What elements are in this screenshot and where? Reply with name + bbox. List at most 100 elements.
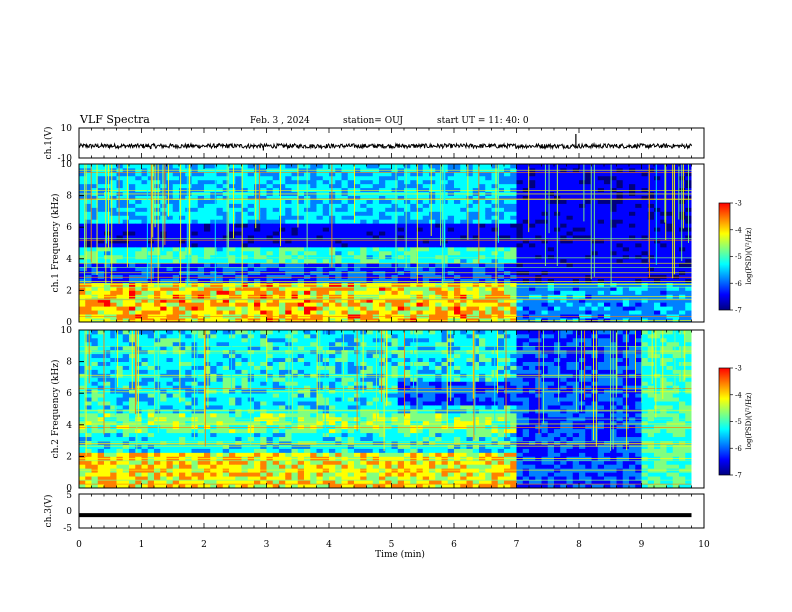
spectrogram-cell xyxy=(310,171,317,177)
spectrogram-cell xyxy=(566,302,574,307)
spectrogram-cell xyxy=(472,199,480,204)
spectrogram-cell xyxy=(241,235,249,240)
spectrogram-cell xyxy=(197,476,205,481)
spectrogram-cell xyxy=(454,203,461,208)
spectrogram-cell xyxy=(310,195,317,200)
spectrogram-cell xyxy=(316,286,324,291)
spectrogram-cell xyxy=(579,274,586,279)
spectrogram-cell xyxy=(210,432,217,438)
spectrogram-cell xyxy=(647,211,655,216)
spectrogram-cell xyxy=(129,460,136,465)
spectrogram-cell xyxy=(141,290,149,295)
spectrogram-cell xyxy=(429,175,436,181)
spectrogram-cell xyxy=(560,290,567,295)
spectrogram-cell xyxy=(472,246,480,252)
spectrogram-cell xyxy=(516,183,524,189)
spectrogram-cell xyxy=(541,179,549,185)
spectrogram-cell xyxy=(629,227,636,232)
spectrogram-cell xyxy=(222,397,230,402)
spectrogram-cell xyxy=(529,211,536,216)
spectrogram-cell xyxy=(279,219,286,224)
spectrogram-cell xyxy=(310,250,317,256)
spectrogram-cell xyxy=(254,207,261,212)
spectrogram-cell xyxy=(347,175,355,181)
spectrogram-cell xyxy=(522,187,530,193)
spectrogram-cell xyxy=(485,254,492,260)
spectrogram-cell xyxy=(622,235,630,240)
spectrogram-cell xyxy=(110,207,117,212)
spectrogram-cell xyxy=(547,223,555,228)
spectrogram-cell xyxy=(291,227,299,232)
spectrogram-cell xyxy=(497,179,505,185)
spectrogram-cell xyxy=(179,341,186,347)
spectrogram-cell xyxy=(79,231,86,236)
spectrogram-cell xyxy=(472,310,480,315)
spectrogram-cell xyxy=(104,333,111,339)
spectrogram-cell xyxy=(522,175,530,181)
spectrogram-cell xyxy=(491,195,499,200)
spectrogram-cell xyxy=(429,187,436,193)
spectrogram-cell xyxy=(154,464,161,469)
spectrogram-cell xyxy=(216,254,224,260)
spectrogram-cell xyxy=(535,262,542,268)
spectrogram-cell xyxy=(322,266,330,272)
spectrogram-cell xyxy=(266,235,274,240)
spectrogram-cell xyxy=(535,298,542,303)
spectrogram-cell xyxy=(160,385,167,390)
spectrogram-cell xyxy=(554,298,561,303)
spectrogram-cell xyxy=(154,452,161,457)
spectrogram-cell xyxy=(560,235,567,240)
spectrogram-cell xyxy=(597,235,605,240)
spectrogram-cell xyxy=(410,302,417,307)
spectrogram-cell xyxy=(685,258,692,264)
spectrogram-cell xyxy=(585,203,592,208)
spectrogram-cell xyxy=(241,199,249,204)
spectrogram-cell xyxy=(241,179,249,185)
spectrogram-cell xyxy=(179,330,186,335)
spectrogram-cell xyxy=(510,227,517,232)
spectrogram-cell xyxy=(541,231,549,236)
spectrogram-cell xyxy=(260,310,267,315)
spectrogram-cell xyxy=(97,476,105,481)
spectrogram-cell xyxy=(435,175,442,181)
spectrogram-cell xyxy=(316,195,324,200)
spectrogram-cell xyxy=(135,187,142,193)
spectrogram-cell xyxy=(591,258,599,264)
spectrogram-cell xyxy=(635,243,642,248)
spectrogram-cell xyxy=(79,330,86,335)
spectrogram-cell xyxy=(472,195,480,200)
spectrogram-cell xyxy=(204,377,211,382)
spectrogram-cell xyxy=(510,231,517,236)
spectrogram-cell xyxy=(297,298,305,303)
spectrogram-cell xyxy=(129,397,136,402)
spectrogram-cell xyxy=(491,171,499,177)
spectrogram-cell xyxy=(416,203,424,208)
spectrogram-cell xyxy=(660,164,667,169)
spectrogram-cell xyxy=(179,436,186,441)
spectrogram-cell xyxy=(172,365,180,370)
spectrogram-cell xyxy=(647,254,655,260)
spectrogram-cell xyxy=(254,219,261,224)
spectrogram-cell xyxy=(604,219,611,224)
spectrogram-cell xyxy=(304,310,311,315)
spectrogram-cell xyxy=(116,484,124,489)
spectrogram-cell xyxy=(497,274,505,279)
spectrogram-cell xyxy=(172,397,180,402)
spectrogram-cell xyxy=(597,227,605,232)
spectrogram-cell xyxy=(135,231,142,236)
spectrogram-cell xyxy=(466,211,474,216)
spectrogram-cell xyxy=(672,262,680,268)
spectrogram-cell xyxy=(660,310,667,315)
spectrogram-cell xyxy=(104,349,111,355)
spectrogram-cell xyxy=(616,250,624,256)
spectrogram-cell xyxy=(122,464,130,469)
spectrogram-cell xyxy=(191,175,199,181)
spectrogram-cell xyxy=(391,258,399,264)
spectrogram-cell xyxy=(591,183,599,189)
spectrogram-cell xyxy=(385,195,392,200)
spectrogram-cell xyxy=(197,337,205,343)
spectrogram-cell xyxy=(104,266,111,272)
spectrogram-cell xyxy=(122,357,130,362)
spectrogram-cell xyxy=(479,203,486,208)
spectrogram-cell xyxy=(585,231,592,236)
